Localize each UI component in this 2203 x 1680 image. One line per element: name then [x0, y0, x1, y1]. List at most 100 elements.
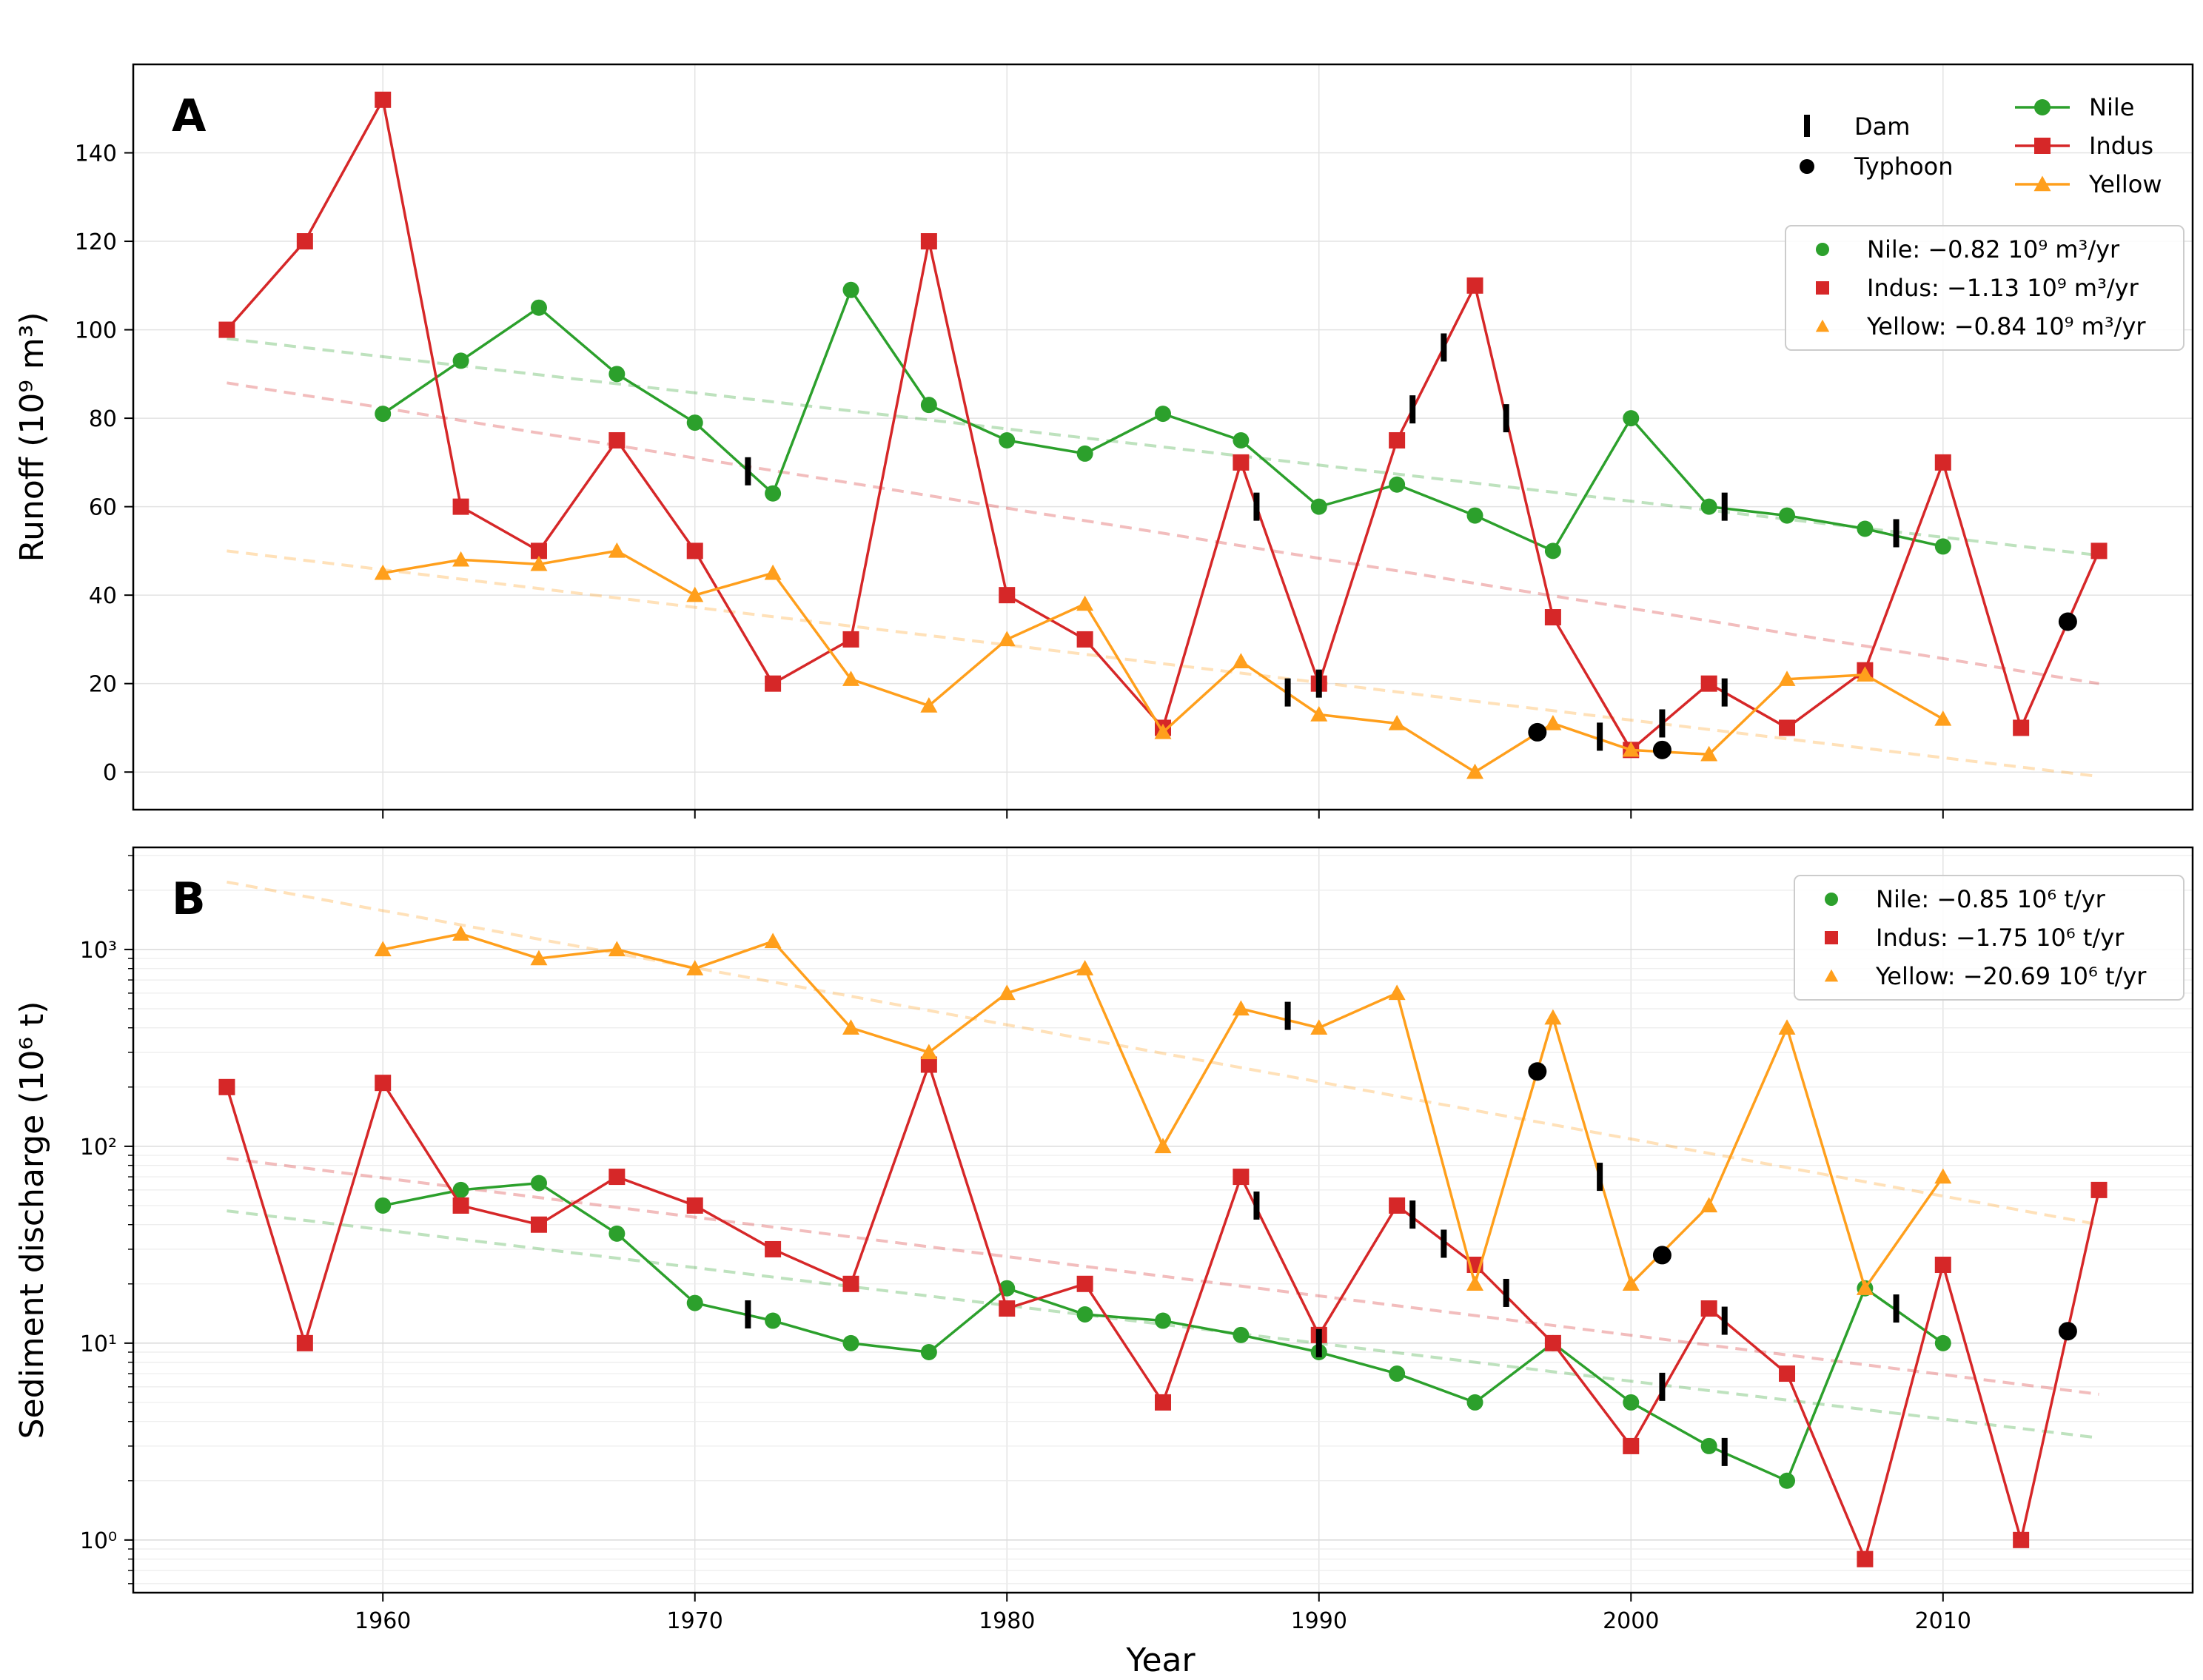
panel-a-point-yellow — [1856, 666, 1874, 682]
panel-a-point-yellow — [1778, 671, 1796, 686]
panel-b-point-indus — [1389, 1197, 1406, 1214]
panel-b-point-indus — [1857, 1550, 1874, 1568]
panel-a-point-yellow — [374, 564, 392, 580]
panel-a-point-nile — [765, 485, 782, 502]
panel-a-dam-marker — [1441, 333, 1447, 362]
panel-b-point-nile — [452, 1181, 469, 1198]
panel-a-point-nile — [999, 431, 1016, 448]
panel-a-point-indus — [1389, 431, 1406, 448]
panel-b-y-tick-label: 10⁰ — [80, 1528, 117, 1554]
panel-b-point-indus — [1155, 1394, 1171, 1411]
panel-b-x-tick-label: 2000 — [1603, 1608, 1659, 1634]
panel-b-point-nile — [1934, 1334, 1951, 1351]
panel-a-point-indus — [2013, 719, 2030, 736]
panel-a-dam-marker — [1409, 395, 1416, 424]
panel-b-point-nile — [375, 1197, 392, 1214]
panel-a-point-indus — [530, 542, 547, 560]
panel-b-point-yellow — [1310, 1019, 1328, 1035]
panel-a-point-yellow — [1700, 745, 1718, 762]
panel-a-point-nile — [608, 366, 626, 383]
panel-b-point-yellow — [530, 950, 548, 966]
panel-a-trend-legend-label-nile: Nile: −0.82 10⁹ m³/yr — [1867, 235, 2120, 263]
panel-a-point-nile — [1076, 445, 1093, 462]
series-legend-label-indus: Indus — [2089, 132, 2153, 160]
panel-b-trend-indus — [227, 1156, 2099, 1396]
panel-b-point-indus — [1233, 1169, 1250, 1186]
panel-b-point-yellow — [686, 960, 704, 975]
series-legend: Nile Indus Yellow — [2015, 93, 2162, 198]
panel-a-point-nile — [452, 352, 469, 369]
panel-a-point-nile — [686, 414, 703, 431]
panel-a-frame — [132, 63, 2194, 811]
panel-a-point-yellow — [1622, 741, 1640, 757]
panel-a-point-indus — [999, 587, 1016, 604]
panel-b-point-yellow — [1466, 1275, 1484, 1291]
panel-a-point-indus — [920, 233, 937, 250]
panel-b-x-tick-label: 1980 — [979, 1608, 1035, 1634]
panel-a-point-indus — [218, 321, 235, 338]
panel-a-point-nile — [920, 397, 937, 414]
panel-b-point-indus — [296, 1334, 313, 1351]
panel-a-trend-legend: Nile: −0.82 10⁹ m³/yr Indus: −1.13 10⁹ m³… — [1785, 225, 2184, 351]
panel-b-dam-marker — [1893, 1294, 1899, 1323]
panel-b-point-yellow — [920, 1044, 938, 1060]
panel-a-dam-marker — [1315, 669, 1322, 698]
panel-a-point-nile — [530, 299, 547, 316]
panel-a-y-tick-label: 140 — [75, 141, 117, 167]
panel-a: 0 20 40 60 80 100 120 140 Runoff (10⁹ m³) A Dam Typ… — [13, 63, 2194, 819]
panel-b-point-indus — [1700, 1300, 1717, 1317]
panel-b-point-nile — [1623, 1394, 1640, 1411]
panel-b-point-yellow — [1544, 1009, 1562, 1025]
panel-a-trend-legend-marker-yellow — [1815, 319, 1830, 332]
panel-a-point-yellow — [686, 586, 704, 602]
panel-b-typhoon-marker — [1528, 1062, 1547, 1081]
panel-a-point-nile — [1700, 498, 1717, 515]
panel-a-point-nile — [1310, 498, 1327, 515]
panel-a-point-indus — [1076, 631, 1093, 648]
panel-a-y-tick-label: 0 — [103, 760, 117, 786]
panel-a-point-indus — [375, 91, 392, 108]
panel-b-point-indus — [842, 1275, 859, 1292]
panel-a-point-indus — [686, 542, 703, 560]
panel-a-point-indus — [765, 675, 782, 692]
x-axis-label: Year — [1125, 1642, 1196, 1679]
panel-a-point-indus — [452, 498, 469, 515]
panel-b-trend-legend-label-indus: Indus: −1.75 10⁶ t/yr — [1876, 924, 2125, 952]
panel-b-series-indus — [218, 1056, 2108, 1568]
panel-b-dam-marker — [1409, 1200, 1416, 1229]
panel-a-series-nile — [375, 281, 1951, 560]
panel-b-point-indus — [920, 1056, 937, 1073]
panel-a-point-yellow — [1934, 710, 1952, 726]
panel-b-point-yellow — [452, 925, 470, 941]
panel-b-point-yellow — [1154, 1138, 1172, 1154]
panel-b-series-nile — [375, 1175, 1951, 1489]
panel-a-typhoon-marker — [2058, 612, 2077, 631]
panel-b-dam-marker — [1503, 1278, 1509, 1307]
panel-a-typhoon-marker — [1652, 740, 1671, 759]
panel-b-series-yellow — [374, 925, 1952, 1295]
panel-a-point-yellow — [1466, 763, 1484, 779]
panel-a-point-nile — [842, 281, 859, 298]
panel-b-typhoon-marker — [2058, 1322, 2077, 1341]
panel-a-typhoon-marker — [1528, 722, 1547, 742]
event-legend-dam-marker — [1804, 115, 1810, 137]
panel-a-point-indus — [1233, 454, 1250, 471]
panel-a-y-tick-label: 100 — [75, 318, 117, 344]
panel-a-y-tick-label: 60 — [89, 495, 117, 521]
panel-a-point-indus — [296, 233, 313, 250]
panel-a-point-nile — [1779, 507, 1796, 524]
panel-b-trend-legend-label-yellow: Yellow: −20.69 10⁶ t/yr — [1875, 962, 2147, 990]
panel-a-point-yellow — [998, 631, 1016, 647]
panel-a-point-indus — [2090, 542, 2108, 560]
panel-b-point-yellow — [1388, 984, 1406, 1001]
panel-a-label: A — [172, 90, 207, 142]
panel-b-point-yellow — [1622, 1275, 1640, 1291]
panel-a-point-yellow — [1544, 714, 1562, 730]
series-legend-marker-nile — [2034, 99, 2051, 115]
panel-b-frame — [132, 846, 2194, 1594]
panel-a-trend-legend-box — [1785, 225, 2184, 351]
panel-a-dam-marker — [1893, 519, 1899, 548]
panel-b-point-indus — [1623, 1437, 1640, 1454]
panel-b-x-tick-label: 1990 — [1291, 1608, 1347, 1634]
panel-b-point-yellow — [608, 941, 626, 957]
